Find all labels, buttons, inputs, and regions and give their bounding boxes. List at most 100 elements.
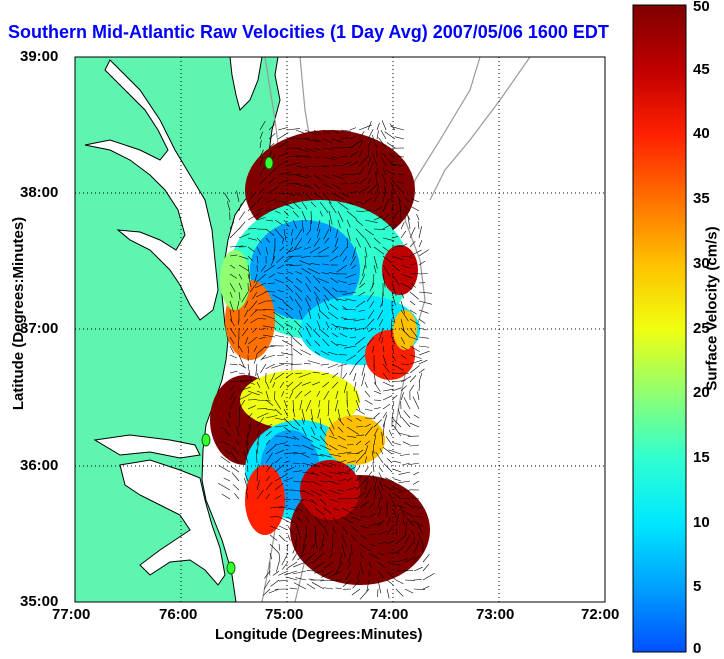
velocity-arrow [318,246,330,254]
velocity-arrow [345,570,352,581]
velocity-arrow [262,588,271,596]
velocity-arrow [313,129,320,135]
velocity-arrow [278,506,287,509]
velocity-arrow [327,363,339,369]
velocity-arrow [226,201,231,212]
velocity-arrow [400,230,407,239]
velocity-arrow [274,473,288,482]
velocity-arrow [350,506,359,509]
velocity-arrow [407,215,411,230]
velocity-arrow [224,192,231,203]
velocity-arrow [373,215,384,221]
velocity-arrow [373,206,383,212]
velocity-arrow [400,309,409,322]
velocity-arrow [367,148,370,158]
velocity-arrow [292,435,300,441]
colorbar-tick-label: 50 [693,0,710,15]
velocity-arrow [259,187,265,194]
velocity-arrow [343,327,357,330]
velocity-arrow [382,345,385,353]
velocity-arrow [313,174,323,182]
velocity-arrow [328,417,335,430]
velocity-arrow [247,193,255,203]
velocity-arrow [358,156,369,167]
velocity-arrow [337,471,350,474]
velocity-arrow [331,138,343,143]
velocity-arrow [409,336,419,341]
velocity-arrow [416,213,420,221]
velocity-arrow [342,579,352,587]
velocity-arrow [265,439,271,446]
velocity-arrow [373,194,379,203]
velocity-arrow [301,268,312,275]
velocity-field [210,130,430,585]
velocity-arrow [322,147,332,150]
velocity-arrow [352,579,361,589]
velocity-arrow [292,489,306,493]
velocity-arrow [367,138,372,149]
velocity-arrow [331,192,345,200]
velocity-arrow [238,345,243,353]
velocity-arrow [264,345,276,348]
velocity-arrow [351,588,361,596]
velocity-arrow [260,354,267,361]
velocity-arrow [328,453,342,457]
velocity-arrow [377,486,384,500]
velocity-arrow [256,441,259,455]
velocity-arrow [413,566,423,572]
velocity-arrow [409,327,418,338]
velocity-arrow [356,570,361,581]
velocity-arrow [310,408,313,420]
velocity-arrow [229,273,238,279]
velocity-arrow [391,264,401,272]
velocity-arrow [256,195,264,203]
velocity-arrow [286,162,301,167]
velocity-arrow [373,255,378,269]
velocity-arrow [349,172,362,176]
velocity-arrow [346,498,357,500]
velocity-arrow [319,328,330,338]
velocity-arrow [346,399,349,408]
y-tick-label: 36:00 [20,457,59,474]
velocity-arrow [347,561,352,569]
velocity-arrow [345,298,357,302]
velocity-arrow [392,442,402,446]
velocity-arrow [247,255,253,262]
velocity-arrow [220,440,231,446]
velocity-arrow [295,372,303,375]
velocity-arrow [238,363,247,369]
velocity-arrow [230,451,240,464]
velocity-arrow [283,417,294,428]
velocity-arrow [272,381,276,388]
velocity-arrow [364,440,370,446]
velocity-arrow [229,363,238,366]
velocity-arrow [359,534,368,540]
velocity-arrow [385,477,393,482]
velocity-arrow [386,588,390,599]
velocity-arrow [354,336,366,346]
velocity-arrow [277,264,285,270]
velocity-arrow [274,228,284,239]
velocity-arrow [339,333,348,338]
velocity-arrow [413,554,420,563]
velocity-arrow [274,201,285,203]
velocity-arrow [377,588,379,598]
velocity-arrow [309,246,321,254]
velocity-arrow [278,534,286,542]
velocity-arrow [274,442,286,446]
velocity-arrow [277,171,292,176]
velocity-arrow [299,260,312,266]
velocity-arrow [373,228,386,230]
velocity-arrow [256,408,267,410]
velocity-arrow [408,462,420,466]
velocity-arrow [330,340,339,347]
velocity-arrow [331,372,339,379]
velocity-arrow [400,376,412,383]
velocity-arrow [229,282,236,293]
velocity-arrow [382,395,393,401]
velocity-arrow [418,260,426,266]
velocity-arrow [247,363,251,376]
velocity-arrow [306,339,312,347]
velocity-arrow [346,219,351,228]
velocity-arrow [349,127,357,131]
